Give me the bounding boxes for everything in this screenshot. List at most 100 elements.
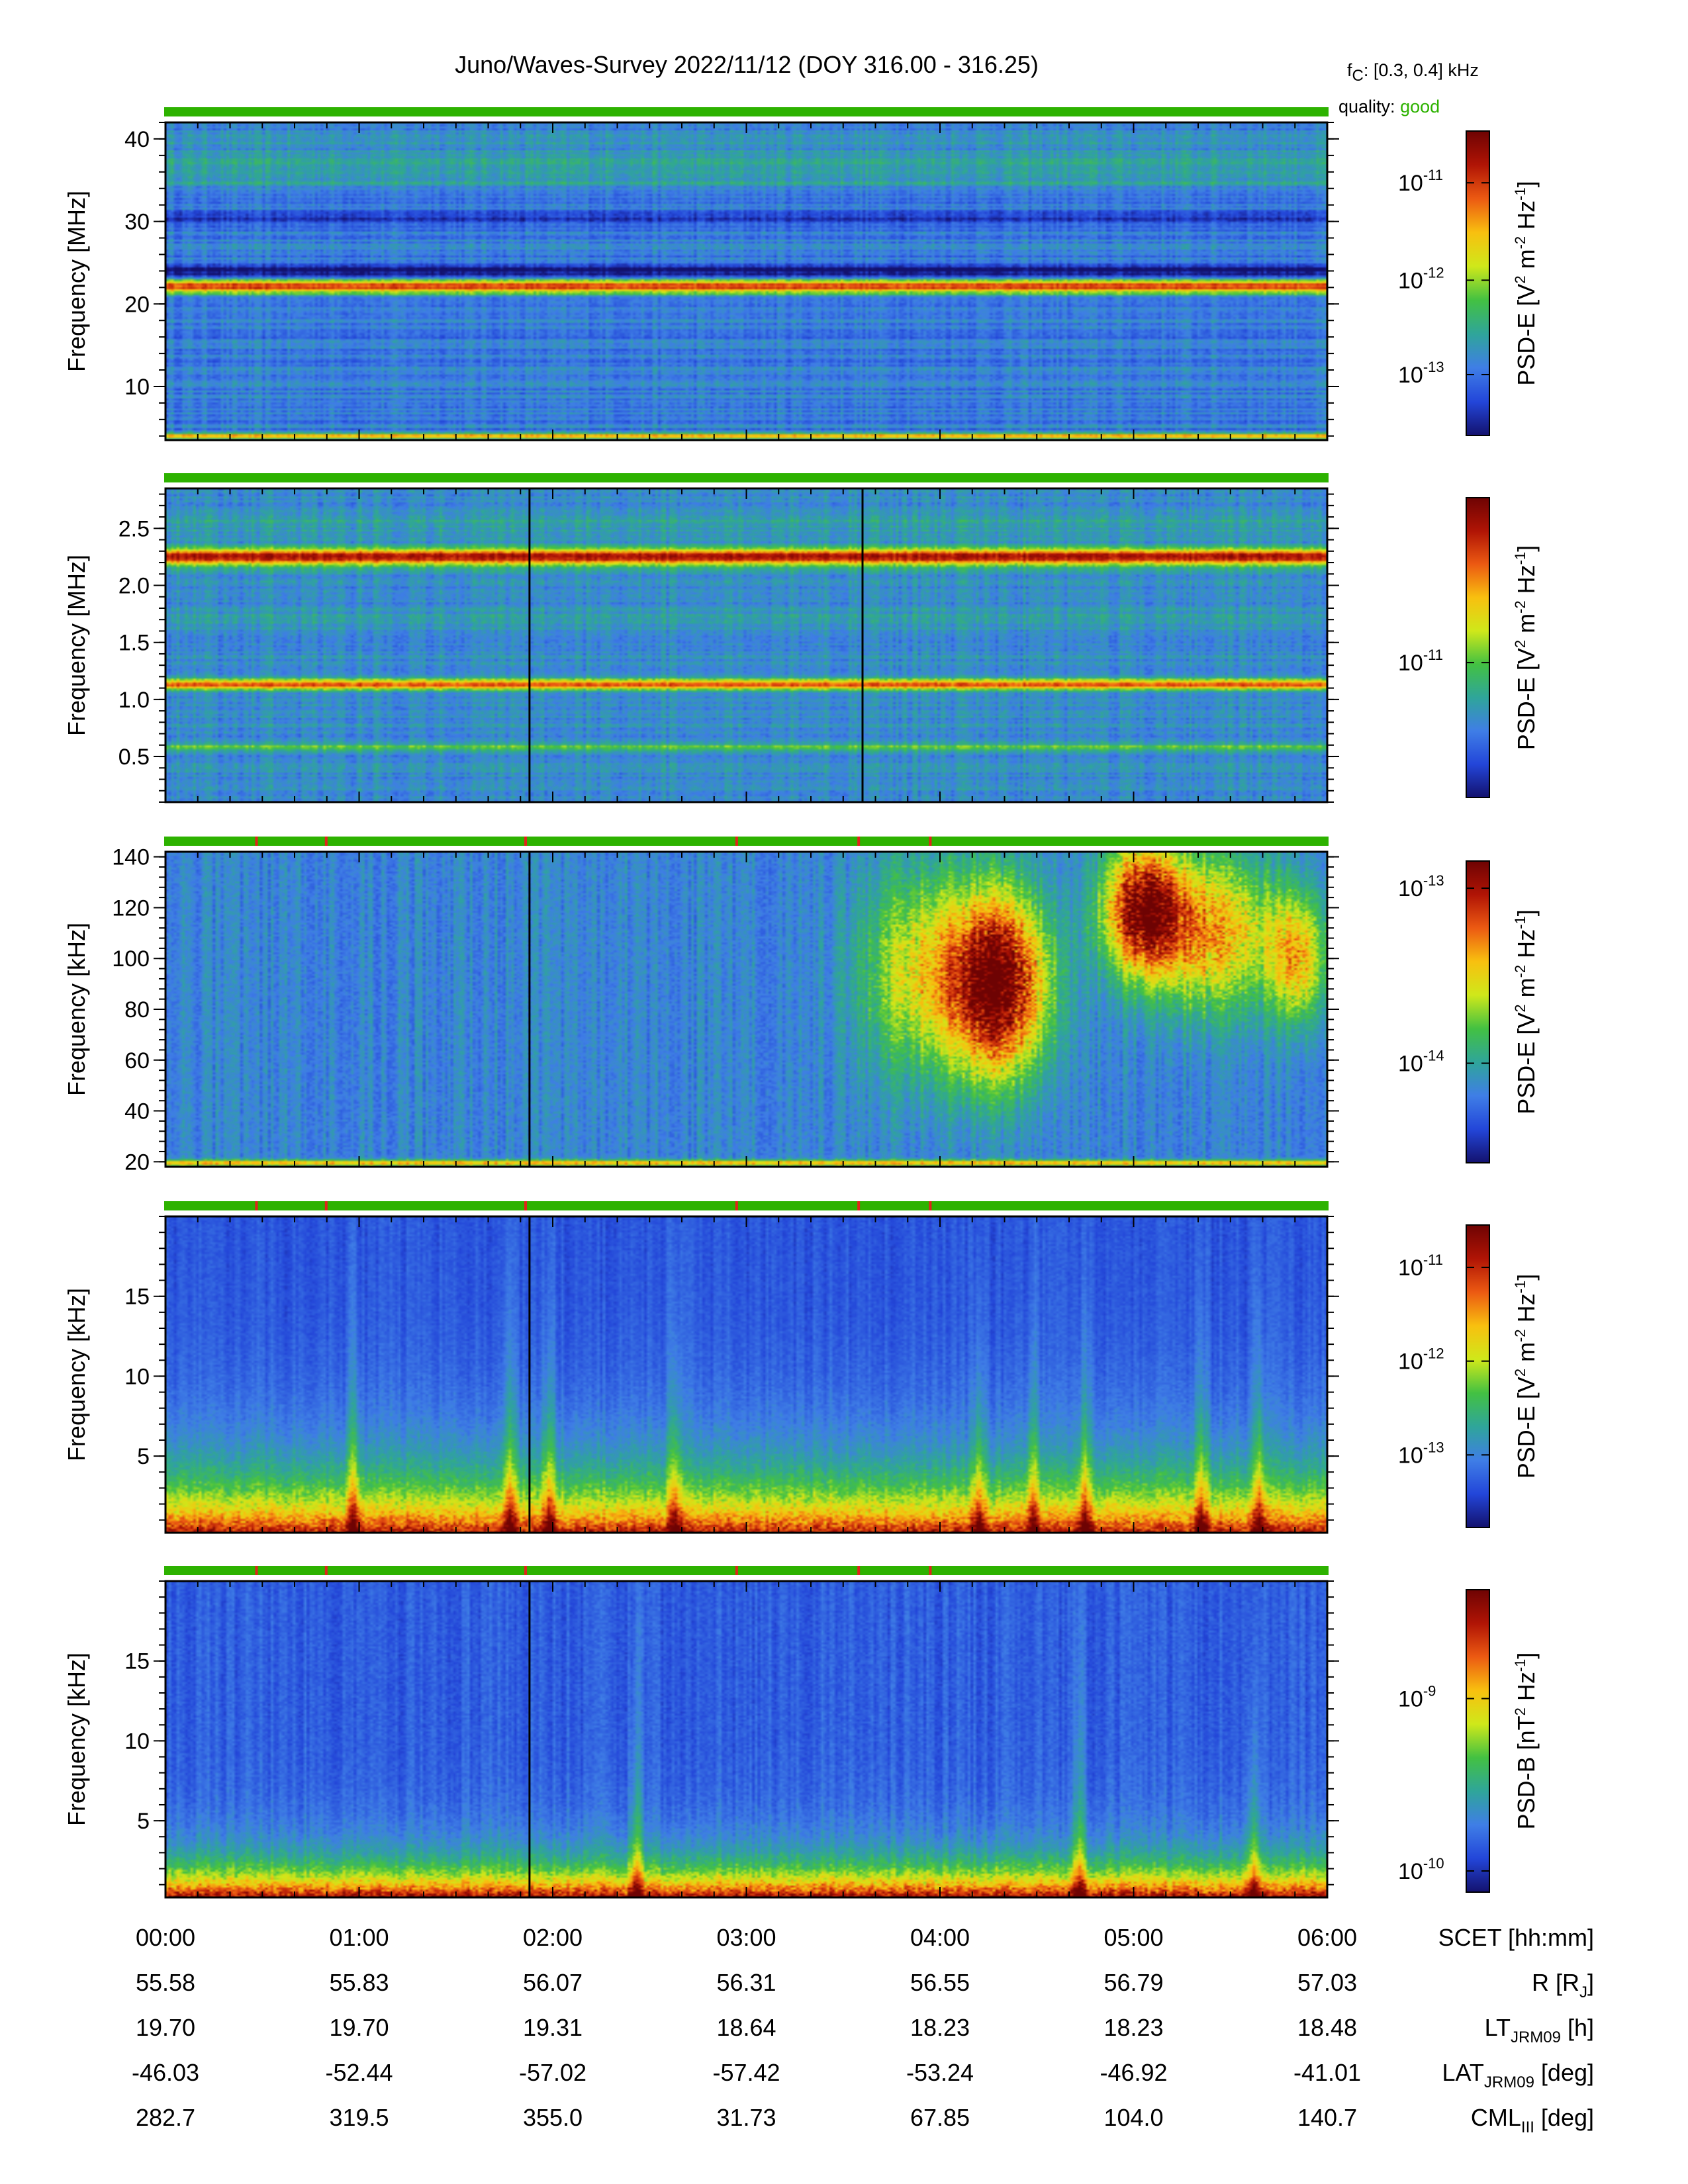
ephemeris-value: -41.01 — [1293, 2059, 1361, 2086]
colorbar-tick-label: 10-9 — [1398, 1683, 1436, 1712]
spectrogram-image — [165, 122, 1327, 440]
ephemeris-value: 67.85 — [910, 2104, 970, 2131]
colorbar-tick-label: 10-13 — [1398, 1439, 1444, 1468]
spectrogram-panel-5: 5 10 15 Frequency [kHz] 10-9 10-10 PSD-B [nT2 … — [63, 1566, 1540, 1899]
time-tick-label: 03:00 — [716, 1924, 776, 1951]
quality-flag-mark — [857, 1566, 861, 1575]
ephemeris-value: 56.07 — [523, 1969, 583, 1996]
quality-flag-mark — [929, 1201, 932, 1210]
y-tick-label: 100 — [112, 946, 150, 972]
colorbar — [1466, 497, 1490, 798]
quality-bar — [164, 1201, 1329, 1210]
quality-label: quality: good — [1338, 97, 1440, 116]
time-tick-label: 01:00 — [329, 1924, 389, 1951]
quality-flag-mark — [735, 1201, 738, 1210]
quality-bar — [164, 1566, 1329, 1575]
y-axis-label: Frequency [MHz] — [63, 555, 90, 736]
ephemeris-row-label: R [RJ] — [1532, 1969, 1594, 2001]
spectrogram-image — [165, 1581, 1327, 1897]
time-tick-label: 06:00 — [1297, 1924, 1357, 1951]
y-tick-label: 2.0 — [118, 574, 150, 599]
y-tick-label: 15 — [124, 1285, 150, 1310]
time-tick-label: 02:00 — [523, 1924, 583, 1951]
spectrogram-panel-4: 5 10 15 Frequency [kHz] 10-11 10-12 10-13 PSD-E… — [63, 1201, 1540, 1534]
ephemeris-value: -52.44 — [325, 2059, 393, 2086]
ephemeris-row-label: LATJRM09 [deg] — [1442, 2059, 1594, 2091]
colorbar-tick-label: 10-13 — [1398, 872, 1444, 901]
y-tick-label: 10 — [124, 1364, 150, 1389]
y-tick-label: 40 — [124, 1099, 150, 1124]
ephemeris-value: 355.0 — [523, 2104, 583, 2131]
ephemeris-row-label: LTJRM09 [h] — [1485, 2014, 1594, 2046]
time-tick-label: 04:00 — [910, 1924, 970, 1951]
time-tick-label: 00:00 — [136, 1924, 195, 1951]
quality-flag-mark — [524, 837, 528, 846]
colorbar — [1466, 1224, 1490, 1528]
quality-flag-mark — [524, 1566, 528, 1575]
ephemeris-value: -57.02 — [519, 2059, 586, 2086]
quality-caption: quality: — [1338, 97, 1395, 116]
quality-flag-mark — [735, 837, 738, 846]
y-tick-label: 2.5 — [118, 516, 150, 541]
spectrogram-panel-3: 20 40 60 80 100 120 140 Frequency [kHz] 10-13 10-… — [63, 837, 1540, 1175]
quality-flag-mark — [857, 837, 861, 846]
quality-flag-mark — [255, 1566, 258, 1575]
fc-value: : [0.3, 0.4] kHz — [1364, 60, 1479, 80]
ephemeris-value: 55.83 — [329, 1969, 389, 1996]
y-axis-label: Frequency [kHz] — [63, 1653, 90, 1826]
colorbar-tick-label: 10-12 — [1398, 264, 1444, 293]
colorbar-tick-label: 10-14 — [1398, 1048, 1444, 1077]
y-axis-label: Frequency [MHz] — [63, 191, 90, 372]
colorbar-tick-label: 10-12 — [1398, 1345, 1444, 1375]
ephemeris-value: 56.55 — [910, 1969, 970, 1996]
colorbar-tick-label: 10-10 — [1398, 1855, 1444, 1884]
y-tick-label: 1.5 — [118, 631, 150, 656]
ephemeris-value: 319.5 — [329, 2104, 389, 2131]
y-tick-label: 60 — [124, 1048, 150, 1073]
ephemeris-value: 140.7 — [1297, 2104, 1357, 2131]
y-tick-label: 5 — [137, 1809, 150, 1834]
ephemeris-value: 56.79 — [1103, 1969, 1163, 1996]
y-axis-label: Frequency [kHz] — [63, 1288, 90, 1461]
ephemeris-value: 282.7 — [136, 2104, 195, 2131]
quality-flag-mark — [857, 1201, 861, 1210]
y-tick-label: 80 — [124, 997, 150, 1023]
ephemeris-value: -57.42 — [712, 2059, 780, 2086]
colorbar-tick-label: 10-11 — [1398, 1251, 1443, 1281]
quality-value: good — [1400, 97, 1440, 116]
fc-symbol: f — [1347, 60, 1352, 80]
ephemeris-value: -46.92 — [1100, 2059, 1167, 2086]
colorbar-label: PSD-E [V2 m-2 Hz-1] — [1512, 181, 1540, 385]
colorbar-tick-label: 10-11 — [1398, 647, 1443, 676]
ephemeris-value: -53.24 — [906, 2059, 974, 2086]
y-tick-label: 20 — [124, 292, 150, 317]
quality-flag-mark — [255, 1201, 258, 1210]
ephemeris-value: 19.70 — [329, 2014, 389, 2041]
ephemeris-value: 31.73 — [716, 2104, 776, 2131]
y-tick-label: 140 — [112, 845, 150, 870]
quality-flag-mark — [524, 1201, 528, 1210]
ephemeris-value: -46.03 — [132, 2059, 199, 2086]
time-axis-label: SCET [hh:mm] — [1438, 1924, 1594, 1951]
spectrogram-image — [165, 1216, 1327, 1533]
spectrogram-image — [165, 852, 1327, 1167]
colorbar — [1466, 1589, 1490, 1893]
ephemeris-value: 56.31 — [716, 1969, 776, 1996]
colorbar-tick-label: 10-13 — [1398, 359, 1444, 388]
y-tick-label: 10 — [124, 1729, 150, 1754]
ephemeris-value: 18.64 — [716, 2014, 776, 2041]
figure-title: Juno/Waves-Survey 2022/11/12 (DOY 316.00… — [455, 51, 1039, 78]
quality-flag-mark — [324, 1566, 328, 1575]
y-axis-label: Frequency [kHz] — [63, 923, 90, 1096]
colorbar-label: PSD-B [nT2 Hz-1] — [1512, 1653, 1540, 1830]
fc-label: fC: [0.3, 0.4] kHz — [1347, 60, 1479, 85]
quality-flag-mark — [929, 837, 932, 846]
y-tick-label: 120 — [112, 895, 150, 921]
fc-subscript: C — [1352, 67, 1364, 85]
ephemeris-value: 19.70 — [136, 2014, 195, 2041]
ephemeris-value: 104.0 — [1103, 2104, 1163, 2131]
spectrogram-image — [165, 488, 1327, 802]
quality-bar — [164, 107, 1329, 116]
colorbar — [1466, 860, 1490, 1163]
